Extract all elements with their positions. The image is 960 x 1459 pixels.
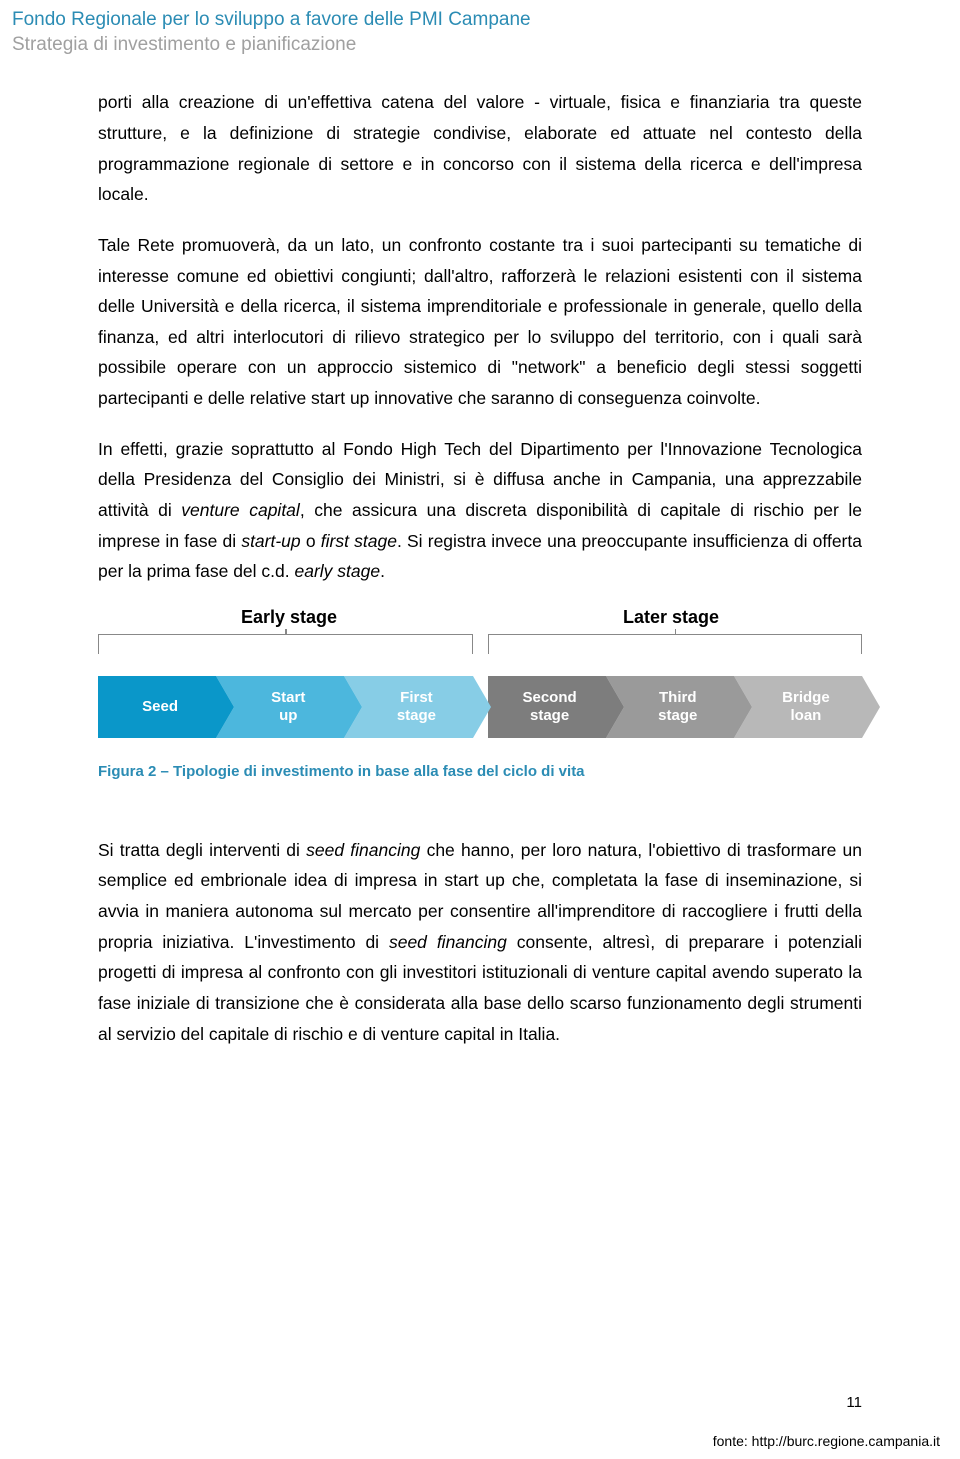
chevron-label-line2: stage xyxy=(658,707,697,725)
bracket-row xyxy=(98,634,862,654)
chevron-row: SeedStartupFirststageSecondstageThirdsta… xyxy=(98,676,862,738)
bracket-later xyxy=(488,634,863,654)
chevron-tip xyxy=(473,676,491,738)
footer-source: fonte: http://burc.regione.campania.it xyxy=(713,1433,940,1449)
chevron-label-line1: Start xyxy=(271,689,305,707)
italic-venture-capital: venture capital xyxy=(181,500,300,520)
chevron-tip xyxy=(734,676,752,738)
chevron-group-early: SeedStartupFirststage xyxy=(98,676,473,738)
chevron-label-line2: loan xyxy=(791,707,822,725)
bracket-early xyxy=(98,634,473,654)
text-run: Si tratta degli interventi di xyxy=(98,840,306,860)
chevron-second: Secondstage xyxy=(488,676,606,738)
chevron-third: Thirdstage xyxy=(606,676,734,738)
chevron-tip xyxy=(606,676,624,738)
chevron-tip xyxy=(216,676,234,738)
chevron-start: Startup xyxy=(216,676,344,738)
chevron-tip xyxy=(344,676,362,738)
chevron-label-line1: Third xyxy=(659,689,697,707)
chevron-label: Seed xyxy=(142,698,178,716)
text-run: o xyxy=(301,531,321,551)
document-body: porti alla creazione di un'effettiva cat… xyxy=(0,57,960,1049)
italic-seed-financing-2: seed financing xyxy=(389,932,507,952)
paragraph-2: Tale Rete promuoverà, da un lato, un con… xyxy=(98,230,862,414)
italic-first-stage: first stage xyxy=(321,531,397,551)
stages-diagram: Early stage Later stage SeedStartupFirst… xyxy=(98,607,862,738)
chevron-bridge: Bridgeloan xyxy=(734,676,862,738)
page-number: 11 xyxy=(846,1394,862,1411)
figure-caption: Figura 2 – Tipologie di investimento in … xyxy=(98,763,862,780)
paragraph-3: In effetti, grazie soprattutto al Fondo … xyxy=(98,434,862,587)
italic-start-up: start-up xyxy=(241,531,300,551)
italic-seed-financing-1: seed financing xyxy=(306,840,420,860)
header-title: Fondo Regionale per lo sviluppo a favore… xyxy=(12,8,960,33)
document-header: Fondo Regionale per lo sviluppo a favore… xyxy=(0,0,960,57)
text-run: . xyxy=(380,561,385,581)
chevron-tip xyxy=(862,676,880,738)
chevron-seed: Seed xyxy=(98,676,216,738)
chevron-group-later: SecondstageThirdstageBridgeloan xyxy=(488,676,863,738)
stage-header-later: Later stage xyxy=(480,607,862,628)
header-subtitle: Strategia di investimento e pianificazio… xyxy=(12,33,960,58)
stage-headers-row: Early stage Later stage xyxy=(98,607,862,628)
stage-header-early: Early stage xyxy=(98,607,480,628)
paragraph-1: porti alla creazione di un'effettiva cat… xyxy=(98,87,862,210)
paragraph-4: Si tratta degli interventi di seed finan… xyxy=(98,835,862,1049)
chevron-label-line1: First xyxy=(400,689,433,707)
chevron-label-line2: stage xyxy=(530,707,569,725)
italic-early-stage: early stage xyxy=(294,561,380,581)
chevron-label-line2: up xyxy=(279,707,297,725)
chevron-label-line1: Bridge xyxy=(782,689,830,707)
chevron-first: Firststage xyxy=(344,676,472,738)
chevron-label-line1: Second xyxy=(522,689,576,707)
chevron-label-line2: stage xyxy=(397,707,436,725)
